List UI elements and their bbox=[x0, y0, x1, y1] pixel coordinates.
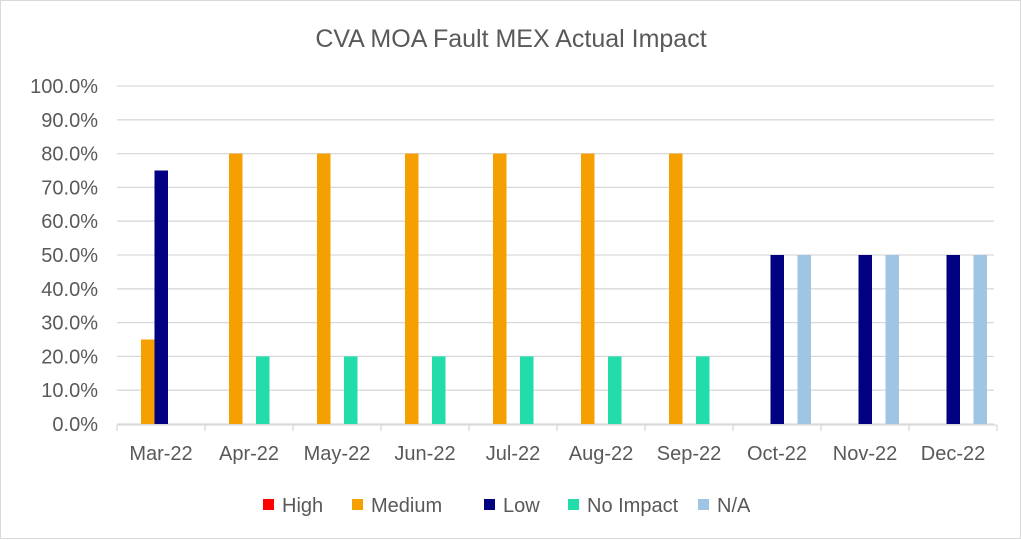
bar-no-impact-may-22 bbox=[344, 356, 358, 424]
y-tick-label: 40.0% bbox=[41, 279, 98, 301]
bar-medium-jul-22 bbox=[493, 153, 507, 424]
y-tick-label: 70.0% bbox=[41, 177, 98, 199]
bar-medium-apr-22 bbox=[229, 153, 243, 424]
bar-no-impact-jul-22 bbox=[520, 356, 534, 424]
y-tick-label: 10.0% bbox=[41, 380, 98, 402]
bar-medium-may-22 bbox=[317, 153, 331, 424]
legend-label: No Impact bbox=[587, 495, 679, 517]
bar-low-oct-22 bbox=[770, 255, 784, 424]
legend-label: High bbox=[282, 495, 323, 517]
x-tick-label: Aug-22 bbox=[569, 443, 634, 465]
bar-no-impact-sep-22 bbox=[696, 356, 710, 424]
y-tick-label: 60.0% bbox=[41, 211, 98, 233]
x-tick-label: Mar-22 bbox=[129, 443, 192, 465]
legend-label: Medium bbox=[371, 495, 442, 517]
x-tick-label: Oct-22 bbox=[747, 443, 807, 465]
legend-item-medium: Medium bbox=[352, 495, 442, 517]
legend-item-high: High bbox=[263, 495, 323, 517]
x-tick-label: May-22 bbox=[304, 443, 371, 465]
bar-low-mar-22 bbox=[154, 170, 168, 424]
bar-n-a-oct-22 bbox=[797, 255, 811, 424]
x-tick-label: Jun-22 bbox=[394, 443, 455, 465]
y-tick-label: 20.0% bbox=[41, 346, 98, 368]
y-tick-label: 90.0% bbox=[41, 110, 98, 132]
legend-label: Low bbox=[503, 495, 540, 517]
bar-medium-jun-22 bbox=[405, 153, 419, 424]
chart-title: CVA MOA Fault MEX Actual Impact bbox=[315, 25, 706, 53]
bar-low-nov-22 bbox=[858, 255, 872, 424]
legend-item-no-impact: No Impact bbox=[568, 495, 679, 517]
legend-swatch bbox=[698, 499, 709, 510]
bar-medium-mar-22 bbox=[141, 339, 155, 424]
bar-n-a-nov-22 bbox=[885, 255, 899, 424]
y-tick-label: 80.0% bbox=[41, 144, 98, 166]
y-tick-label: 30.0% bbox=[41, 313, 98, 335]
legend-swatch bbox=[568, 499, 579, 510]
bar-no-impact-apr-22 bbox=[256, 356, 270, 424]
bar-no-impact-jun-22 bbox=[432, 356, 446, 424]
bar-no-impact-aug-22 bbox=[608, 356, 622, 424]
legend-swatch bbox=[263, 499, 274, 510]
legend-swatch bbox=[484, 499, 495, 510]
legend-label: N/A bbox=[717, 495, 751, 517]
bar-medium-sep-22 bbox=[669, 153, 683, 424]
x-tick-label: Dec-22 bbox=[921, 443, 985, 465]
y-tick-label: 50.0% bbox=[41, 245, 98, 267]
y-tick-label: 100.0% bbox=[30, 76, 98, 98]
bar-low-dec-22 bbox=[946, 255, 960, 424]
legend-item-n-a: N/A bbox=[698, 495, 751, 517]
x-tick-label: Nov-22 bbox=[833, 443, 897, 465]
legend-swatch bbox=[352, 499, 363, 510]
x-tick-label: Apr-22 bbox=[219, 443, 279, 465]
bar-n-a-dec-22 bbox=[973, 255, 987, 424]
legend-item-low: Low bbox=[484, 495, 540, 517]
bar-medium-aug-22 bbox=[581, 153, 595, 424]
x-tick-label: Jul-22 bbox=[486, 443, 540, 465]
y-tick-label: 0.0% bbox=[52, 414, 98, 436]
x-tick-label: Sep-22 bbox=[657, 443, 722, 465]
